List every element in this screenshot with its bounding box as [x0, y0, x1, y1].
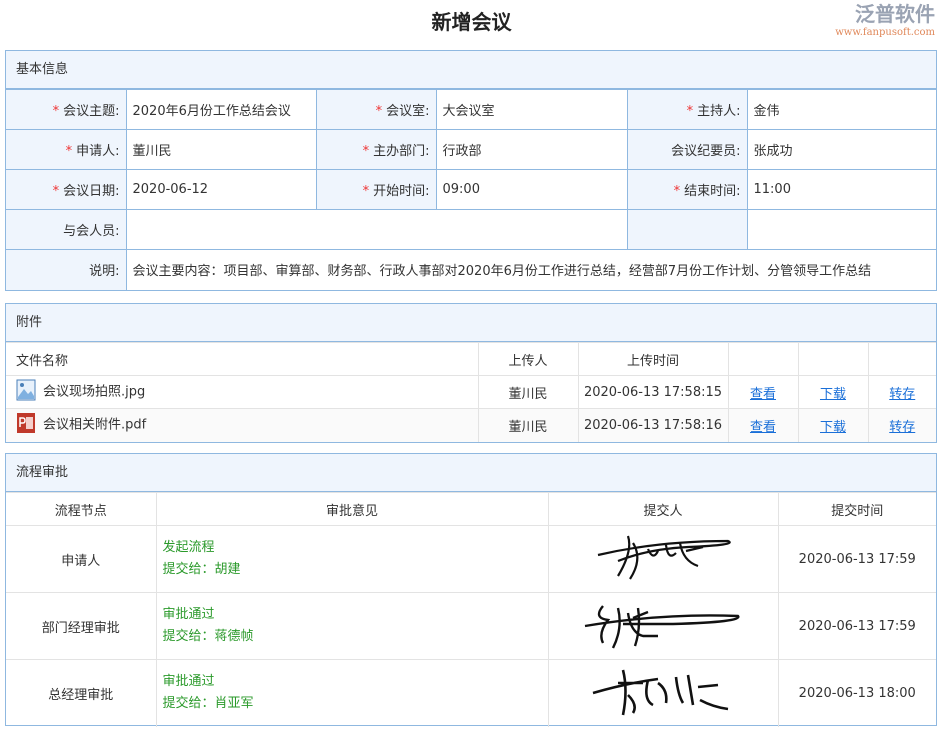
attachments-panel: 附件 文件名称 上传人 上传时间 会议现场拍照.jpg 董川民 2020-06-13…: [5, 303, 937, 443]
form-row: * 会议日期: 2020-06-12 * 开始时间: 09:00 * 结束时间: 11:00: [6, 169, 936, 210]
watermark-url: www.fanpusoft.com: [835, 27, 935, 38]
upload-time: 2020-06-13 17:58:15: [577, 375, 729, 409]
watermark-logo: 泛普软件 www.fanpusoft.com: [835, 2, 935, 39]
field-value[interactable]: 金伟: [746, 89, 936, 130]
required-icon: *: [52, 104, 60, 119]
submitted-to: 提交给：蒋德帧: [162, 629, 254, 644]
uploader: 董川民: [477, 375, 579, 409]
file-name-cell: 会议相关附件.pdf: [6, 408, 479, 442]
opinion-text: 审批通过: [162, 607, 215, 622]
opinion-text: 发起流程: [162, 540, 215, 555]
submitter-cell: [547, 525, 779, 593]
col-file-name: 文件名称: [6, 342, 479, 376]
field-value[interactable]: 2020-06-12: [125, 169, 317, 210]
basic-info-header: 基本信息: [6, 51, 936, 89]
field-value[interactable]: 大会议室: [435, 89, 628, 130]
field-value[interactable]: 张成功: [746, 129, 936, 170]
submitted-to: 提交给：胡建: [162, 562, 241, 577]
flow-node: 申请人: [6, 525, 157, 593]
submit-time: 2020-06-13 17:59: [777, 592, 936, 660]
col-submitter: 提交人: [547, 492, 779, 526]
field-value[interactable]: 2020年6月份工作总结会议: [125, 89, 317, 130]
approval-opinion: 发起流程提交给：胡建: [155, 525, 549, 593]
view-link[interactable]: 查看: [749, 419, 776, 435]
save-link[interactable]: 转存: [889, 386, 916, 402]
required-icon: *: [65, 144, 73, 159]
field-value[interactable]: 09:00: [435, 169, 628, 210]
file-name-cell: 会议现场拍照.jpg: [6, 375, 479, 409]
image-file-icon: [16, 379, 36, 405]
field-label: 会议纪要员:: [626, 129, 748, 170]
empty-label: [626, 209, 748, 250]
col-submit-time: 提交时间: [777, 492, 936, 526]
field-label: * 申请人:: [6, 129, 127, 170]
signature-image: [588, 531, 738, 587]
flow-node: 总经理审批: [6, 659, 157, 727]
field-label: * 主办部门:: [315, 129, 437, 170]
field-label: * 开始时间:: [315, 169, 437, 210]
uploader: 董川民: [477, 408, 579, 442]
attachment-row: 会议现场拍照.jpg 董川民 2020-06-13 17:58:15 查看 下载 转存: [6, 375, 936, 409]
file-name[interactable]: 会议现场拍照.jpg: [43, 384, 146, 400]
required-icon: *: [362, 144, 370, 159]
attachment-row: 会议相关附件.pdf 董川民 2020-06-13 17:58:16 查看 下载 转存: [6, 408, 936, 442]
approval-row: 申请人 发起流程提交给：胡建 2020-06-13 17:59: [6, 525, 936, 593]
field-value[interactable]: 11:00: [746, 169, 936, 210]
file-name[interactable]: 会议相关附件.pdf: [43, 417, 147, 433]
description-label: 说明:: [6, 249, 127, 290]
required-icon: *: [686, 104, 694, 119]
form-row: * 会议主题: 2020年6月份工作总结会议 * 会议室: 大会议室 * 主持人: 金伟: [6, 89, 936, 130]
submitter-cell: [547, 592, 779, 660]
required-icon: *: [362, 184, 370, 199]
approval-row: 部门经理审批 审批通过提交给：蒋德帧 2020-06-13 17:59: [6, 592, 936, 660]
download-link[interactable]: 下载: [819, 386, 846, 402]
col-opinion: 审批意见: [155, 492, 549, 526]
page-title: 新增会议: [431, 10, 512, 34]
opinion-text: 审批通过: [162, 674, 215, 690]
field-value[interactable]: 董川民: [125, 129, 317, 170]
required-icon: *: [52, 184, 60, 199]
col-node: 流程节点: [6, 492, 157, 526]
description-field[interactable]: 会议主要内容：项目部、审算部、财务部、行政人事部对2020年6月份工作进行总结，…: [125, 249, 936, 290]
field-value[interactable]: 行政部: [435, 129, 628, 170]
attendees-label: 与会人员:: [6, 209, 127, 250]
empty-value: [746, 209, 936, 250]
attendees-field[interactable]: [125, 209, 628, 250]
signature-image: [583, 598, 743, 654]
required-icon: *: [375, 104, 383, 119]
col-upload-time: 上传时间: [577, 342, 729, 376]
upload-time: 2020-06-13 17:58:16: [577, 408, 729, 442]
approval-opinion: 审批通过提交给：肖亚军: [155, 659, 549, 727]
approval-panel: 流程审批 流程节点 审批意见 提交人 提交时间 申请人 发起流程提交给：胡建 202…: [5, 453, 937, 727]
approval-opinion: 审批通过提交给：蒋德帧: [155, 592, 549, 660]
view-link[interactable]: 查看: [749, 386, 776, 402]
submitter-cell: [547, 659, 779, 727]
signature-image: [588, 665, 738, 721]
field-label: * 会议主题:: [6, 89, 127, 130]
submitted-to: 提交给：肖亚军: [162, 696, 254, 712]
field-label: * 会议日期:: [6, 169, 127, 210]
save-link[interactable]: 转存: [889, 419, 916, 435]
basic-info-panel: 基本信息 * 会议主题: 2020年6月份工作总结会议 * 会议室: 大会议室 * 主持人: 金…: [5, 50, 937, 291]
form-row: * 申请人: 董川民 * 主办部门: 行政部 会议纪要员: 张成功: [6, 129, 936, 170]
required-icon: *: [673, 184, 681, 199]
submit-time: 2020-06-13 18:00: [777, 659, 936, 727]
field-label: * 主持人:: [626, 89, 748, 130]
field-label: * 结束时间:: [626, 169, 748, 210]
download-link[interactable]: 下载: [819, 419, 846, 435]
submit-time: 2020-06-13 17:59: [777, 525, 936, 593]
approval-header: 流程审批: [6, 454, 936, 492]
pdf-file-icon: [16, 412, 36, 438]
flow-node: 部门经理审批: [6, 592, 157, 660]
field-label: * 会议室:: [315, 89, 437, 130]
watermark-name: 泛普软件: [855, 2, 935, 26]
attachments-header: 附件: [6, 304, 936, 342]
col-uploader: 上传人: [477, 342, 579, 376]
approval-row: 总经理审批 审批通过提交给：肖亚军 2020-06-13 18:00: [6, 659, 936, 727]
